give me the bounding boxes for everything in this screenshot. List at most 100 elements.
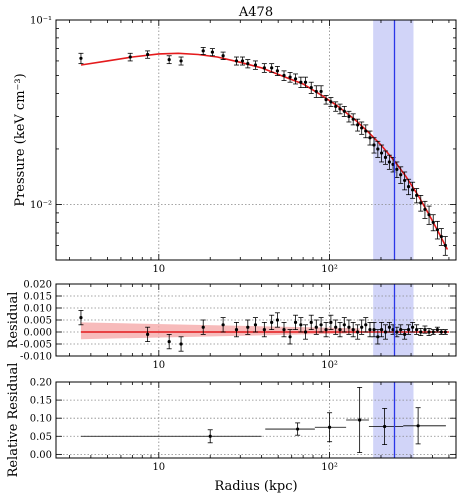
residual-marker (347, 325, 351, 329)
residual-marker (275, 318, 280, 322)
pressure-marker (356, 123, 360, 127)
residual-marker (406, 328, 411, 332)
residual-data-point (410, 321, 416, 333)
pressure-marker (79, 56, 83, 60)
residual-data-point (269, 314, 275, 331)
residual-data-point (245, 319, 251, 335)
residual-y-axis-label: Residual (6, 292, 21, 349)
residual-x-tick-labels: 10 10² (152, 360, 337, 371)
residual-marker (379, 328, 384, 332)
residual-data-point (346, 319, 352, 335)
pressure-data-point (78, 52, 84, 65)
residual-marker (364, 323, 368, 327)
residual-marker (221, 323, 225, 327)
pressure-marker (338, 107, 342, 111)
residual-marker (299, 323, 303, 327)
pressure-data-point (308, 81, 314, 94)
pressure-marker (334, 104, 338, 109)
residual-data-point (350, 321, 356, 338)
pressure-marker (395, 167, 399, 171)
pressure-marker (415, 193, 419, 197)
pressure-data-point (355, 118, 361, 132)
residual-data-point (200, 319, 206, 335)
residual-marker (439, 330, 443, 334)
residual-marker (415, 328, 419, 332)
residual-data-point (303, 324, 309, 340)
residual-plot-content (56, 283, 456, 357)
pressure-marker (342, 109, 346, 113)
pressure-data-point (337, 103, 343, 115)
relative-residual-data-point (346, 387, 369, 453)
residual-marker (288, 335, 292, 339)
residual-data-point (287, 329, 293, 345)
pressure-marker (262, 66, 266, 70)
pressure-marker (128, 55, 132, 59)
pressure-y-tick-label: 10⁻¹ (30, 16, 52, 27)
pressure-data-point (252, 60, 258, 70)
pressure-marker (146, 52, 150, 57)
residual-marker (411, 325, 415, 329)
residual-data-point (367, 321, 373, 338)
pressure-data-point (269, 63, 275, 73)
pressure-data-point (145, 50, 151, 59)
pressure-data-point (442, 236, 448, 256)
pressure-data-point (274, 66, 280, 76)
pressure-marker (387, 160, 391, 164)
pressure-marker (376, 147, 380, 151)
residual-data-point (422, 325, 428, 334)
relative-residual-y-tick-labels: 0.20 0.15 0.10 0.05 0.00 (30, 378, 52, 461)
residual-marker (356, 330, 360, 334)
residual-marker (399, 328, 403, 332)
residual-data-point (371, 321, 377, 338)
pressure-marker (435, 228, 440, 232)
pressure-marker (423, 207, 427, 212)
residual-marker (334, 325, 338, 329)
pressure-marker (299, 80, 303, 84)
residual-data-point (394, 326, 400, 338)
pressure-marker (179, 59, 183, 63)
relative-residual-marker (382, 424, 387, 429)
residual-data-point (337, 321, 343, 338)
pressure-plot-frame (55, 19, 457, 261)
residual-marker (314, 325, 318, 329)
pressure-data-point (379, 144, 385, 163)
pressure-data-point (346, 110, 352, 123)
pressure-marker (427, 213, 431, 217)
pressure-data-point (261, 63, 267, 73)
residual-marker (443, 330, 447, 334)
residual-marker (360, 325, 364, 329)
pressure-data-point (220, 51, 226, 61)
pressure-data-point (414, 188, 420, 204)
residual-data-point (293, 314, 299, 331)
pressure-data-point (318, 85, 324, 98)
residual-data-point (318, 317, 324, 333)
residual-marker (431, 330, 435, 334)
pressure-marker (406, 184, 411, 189)
pressure-x-tick-label: 10² (321, 264, 338, 275)
pressure-marker (439, 234, 443, 239)
residual-data-point (313, 319, 319, 335)
pressure-marker (372, 143, 376, 147)
residual-data-point (386, 321, 392, 333)
pressure-data-point (382, 150, 388, 165)
residual-data-point (355, 324, 361, 340)
residual-data-point (442, 329, 448, 335)
relative-residual-y-tick-label: 0.00 (30, 450, 52, 461)
residual-y-tick-label: 0.010 (23, 304, 52, 315)
residual-marker (403, 332, 407, 336)
pressure-marker (419, 201, 423, 205)
pressure-x-tick-label: 10 (152, 264, 165, 275)
relative-residual-data-point (403, 407, 446, 445)
residual-data-point (233, 321, 239, 338)
relative-residual-x-tick-label: 10² (321, 462, 338, 473)
relative-residual-shaded-band (373, 382, 414, 458)
pressure-data-point (313, 85, 319, 98)
pressure-marker (364, 129, 368, 133)
residual-data-point (261, 321, 267, 338)
residual-data-point (328, 314, 334, 331)
pressure-y-tick-labels: 10⁻² 10⁻¹ (30, 16, 52, 211)
residual-data-point (341, 317, 347, 333)
pressure-data-point (367, 130, 373, 146)
residual-data-point (375, 329, 381, 345)
